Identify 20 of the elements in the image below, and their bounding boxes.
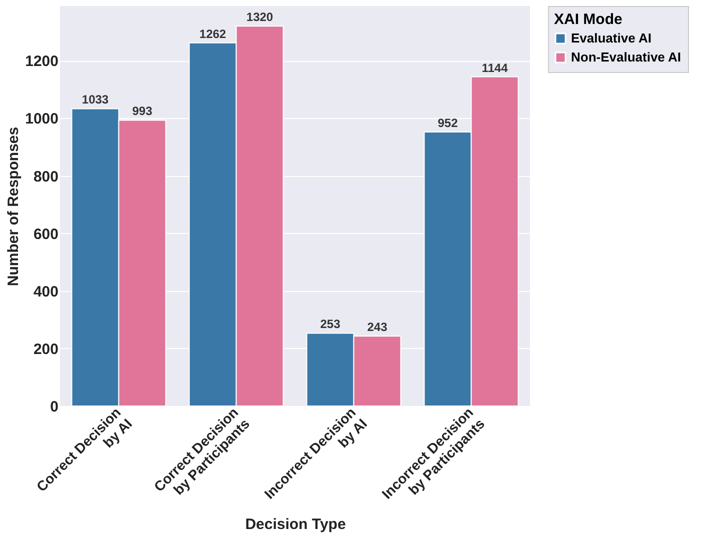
y-tick-label: 800 bbox=[33, 168, 58, 186]
legend-label: Evaluative AI bbox=[571, 30, 652, 46]
legend-label: Non-Evaluative AI bbox=[571, 50, 682, 64]
x-axis-title: Decision Type bbox=[245, 516, 346, 534]
y-tick-label: 200 bbox=[33, 340, 58, 358]
data-label: 952 bbox=[438, 116, 458, 130]
data-label: 1262 bbox=[199, 26, 226, 41]
y-tick-label: 0 bbox=[50, 398, 58, 416]
data-label: 253 bbox=[320, 317, 341, 332]
y-axis-title: Number of Responses bbox=[5, 126, 22, 286]
data-label: 1033 bbox=[82, 92, 109, 107]
y-tick-label: 600 bbox=[33, 226, 58, 243]
data-label: 1144 bbox=[482, 60, 508, 75]
data-label: 243 bbox=[367, 320, 388, 334]
data-label: 1320 bbox=[246, 10, 274, 24]
y-tick-label: 1000 bbox=[25, 110, 58, 128]
y-tick-label: 400 bbox=[33, 283, 58, 300]
data-label: 993 bbox=[132, 104, 153, 118]
legend-title: XAI Mode bbox=[554, 11, 622, 28]
y-tick-label: 1200 bbox=[25, 53, 58, 70]
